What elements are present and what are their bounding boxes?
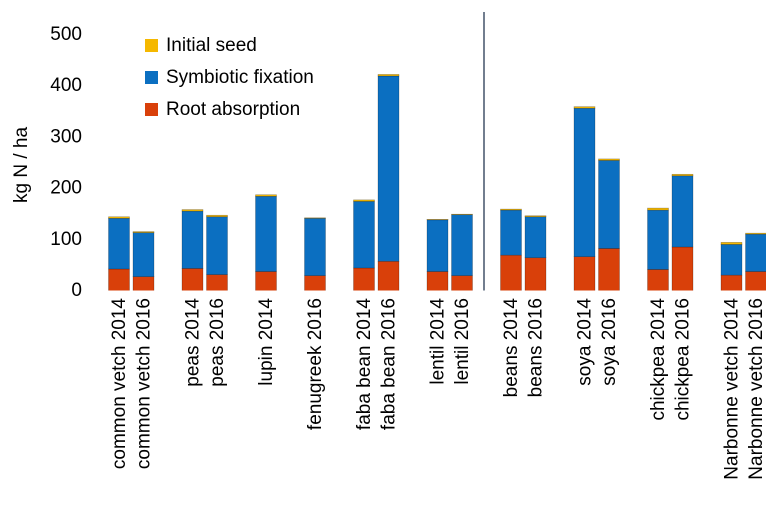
bar-segment bbox=[745, 271, 766, 292]
bar-segment bbox=[647, 209, 669, 270]
x-tick-label: beans 2014 bbox=[501, 298, 522, 398]
bar-segment bbox=[206, 274, 228, 292]
x-tick-label: lentil 2014 bbox=[428, 298, 449, 385]
bar-segment bbox=[573, 256, 596, 292]
x-tick-label: common vetch 2014 bbox=[109, 298, 130, 470]
x-tick-label: beans 2016 bbox=[526, 298, 547, 397]
bar-segment bbox=[598, 158, 620, 161]
bar-segment bbox=[745, 233, 766, 272]
bar-segment bbox=[108, 217, 130, 270]
bar-segment bbox=[377, 261, 400, 292]
bar-segment bbox=[108, 216, 130, 219]
bar-segment bbox=[353, 199, 375, 202]
x-tick-label: lupin 2014 bbox=[256, 298, 277, 386]
x-tick-label: fenugreek 2016 bbox=[305, 298, 326, 430]
legend-label: Root absorption bbox=[166, 99, 300, 120]
bar-segment bbox=[255, 271, 277, 292]
legend-label: Symbiotic fixation bbox=[166, 67, 314, 88]
bar-segment bbox=[304, 217, 326, 219]
y-tick-label: 500 bbox=[50, 24, 82, 45]
bar-segment bbox=[524, 216, 547, 259]
bar-segment bbox=[304, 275, 326, 292]
x-tick-label: Narbonne vetch 2016 bbox=[746, 298, 766, 480]
x-tick-label: soya 2016 bbox=[599, 298, 620, 386]
bar-segment bbox=[255, 195, 277, 272]
x-tick-label: soya 2014 bbox=[575, 298, 596, 386]
bar-segment bbox=[426, 219, 449, 272]
x-tick-label: chickpea 2016 bbox=[673, 298, 694, 421]
bar-segment bbox=[353, 201, 375, 269]
bar-segment bbox=[720, 244, 743, 276]
bar-segment bbox=[132, 276, 155, 292]
bar-segment bbox=[524, 257, 547, 292]
bar-segment bbox=[671, 246, 694, 292]
y-tick-label: 200 bbox=[50, 178, 82, 199]
bar-segment bbox=[451, 214, 473, 276]
bar-segment bbox=[500, 209, 522, 256]
x-tick-label: faba bean 2016 bbox=[379, 298, 400, 430]
bar-segment bbox=[671, 173, 694, 177]
bar-segment bbox=[181, 268, 204, 292]
bar-segment bbox=[377, 75, 400, 262]
x-tick-label: peas 2014 bbox=[183, 298, 204, 387]
y-tick-label: 100 bbox=[50, 229, 82, 250]
bar-segment bbox=[426, 271, 449, 292]
bar-segment bbox=[206, 214, 228, 218]
bar-segment bbox=[132, 231, 155, 233]
bar-segment bbox=[647, 269, 669, 292]
bar-segment bbox=[304, 217, 326, 276]
x-tick-label: lentil 2016 bbox=[452, 298, 473, 385]
bar-segment bbox=[255, 194, 277, 197]
legend-swatch bbox=[145, 103, 158, 116]
bar-segment bbox=[181, 209, 204, 212]
bar-segment bbox=[206, 216, 228, 275]
legend-label: Initial seed bbox=[166, 35, 257, 56]
bar-segment bbox=[181, 210, 204, 269]
bar-segment bbox=[108, 268, 130, 292]
bar-segment bbox=[353, 267, 375, 292]
bar-segment bbox=[451, 213, 473, 216]
legend-swatch bbox=[145, 39, 158, 52]
bar-segment bbox=[720, 274, 743, 292]
bar-segment bbox=[426, 219, 449, 221]
bar-segment bbox=[377, 74, 400, 77]
x-tick-label: faba bean 2014 bbox=[354, 298, 375, 431]
x-tick-label: chickpea 2014 bbox=[648, 298, 669, 421]
bar-segment bbox=[524, 215, 547, 218]
bar-segment bbox=[500, 208, 522, 211]
y-tick-label: 400 bbox=[50, 75, 82, 96]
x-tick-label: peas 2016 bbox=[207, 298, 228, 387]
y-tick-label: 0 bbox=[71, 280, 82, 301]
legend-swatch bbox=[145, 71, 158, 84]
bar-segment bbox=[671, 175, 694, 248]
bar-segment bbox=[598, 248, 620, 292]
y-tick-label: 300 bbox=[50, 126, 82, 147]
bar-segment bbox=[500, 254, 522, 292]
bar-segment bbox=[720, 242, 743, 245]
bar-segment bbox=[647, 207, 669, 211]
x-tick-label: Narbonne vetch 2014 bbox=[722, 298, 743, 480]
bar-segment bbox=[451, 275, 473, 292]
bar-segment bbox=[132, 232, 155, 277]
x-tick-label: common vetch 2016 bbox=[134, 298, 155, 469]
bar-segment bbox=[573, 106, 596, 109]
bar-segment bbox=[745, 232, 766, 235]
bar-segment bbox=[573, 107, 596, 257]
bar-segment bbox=[598, 160, 620, 249]
y-axis-label: kg N / ha bbox=[11, 127, 32, 203]
